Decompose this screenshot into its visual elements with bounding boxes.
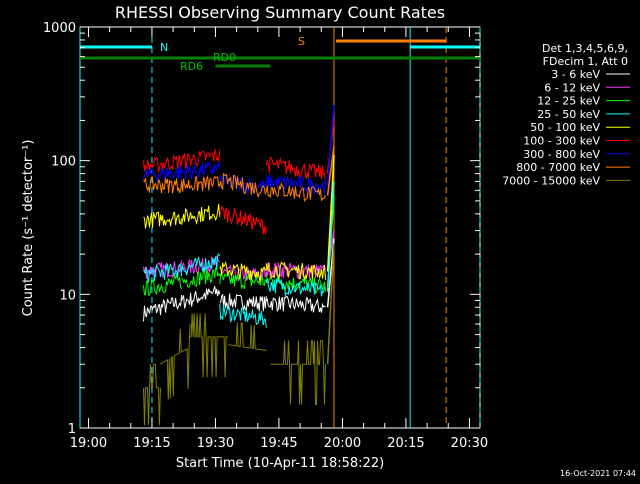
- legend-label-3: 25 - 50 keV: [537, 108, 600, 121]
- y-tick-label-1: 10: [59, 288, 76, 303]
- x-axis-label: Start Time (10-Apr-11 18:58:22): [176, 456, 384, 471]
- series-trace-4: [143, 203, 326, 283]
- legend-label-4: 50 - 100 keV: [530, 121, 600, 134]
- legend: Det 1,3,4,5,6,9,FDecim 1, Att 03 - 6 keV…: [502, 42, 630, 187]
- flag-label-n: N: [160, 41, 168, 54]
- spike-6: [326, 105, 335, 186]
- footer-timestamp: 16-Oct-2021 07:44: [560, 469, 636, 478]
- series-trace-2: [143, 267, 326, 297]
- chart-title: RHESSI Observing Summary Count Rates: [115, 3, 445, 22]
- x-tick-label-5: 20:15: [387, 436, 424, 451]
- legend-header-2: FDecim 1, Att 0: [543, 55, 628, 68]
- y-tick-label-3: 1000: [43, 21, 76, 36]
- spike-7: [326, 145, 335, 196]
- series-trace-3: [143, 253, 326, 328]
- y-tick-label-0: 1: [68, 422, 76, 437]
- y-tick-label-2: 100: [51, 155, 76, 170]
- x-tick-label-1: 19:15: [133, 436, 170, 451]
- plot-frame: [79, 26, 481, 429]
- flag-label-rd0: RD0: [213, 51, 236, 64]
- legend-label-6: 300 - 800 keV: [523, 148, 600, 161]
- legend-label-0: 3 - 6 keV: [551, 68, 600, 81]
- flag-label-rd6: RD6: [180, 60, 203, 73]
- x-tick-label-4: 20:00: [324, 436, 361, 451]
- legend-label-8: 7000 - 15000 keV: [502, 174, 600, 187]
- flag-label-s: S: [298, 35, 305, 48]
- series-trace-5: [143, 147, 326, 235]
- legend-label-5: 100 - 300 keV: [523, 135, 600, 148]
- spike-8: [326, 243, 335, 365]
- spike-3: [326, 181, 335, 292]
- legend-label-2: 12 - 25 keV: [537, 95, 600, 108]
- plot-area: N S RD0 RD6 1 10 100 1000 19:00 19:15 19:30 19:45 20…: [43, 21, 488, 451]
- y-axis-label: Count Rate (s⁻¹ detector⁻¹): [21, 140, 36, 317]
- legend-label-7: 800 - 7000 keV: [516, 161, 600, 174]
- legend-label-1: 6 - 12 keV: [544, 81, 600, 94]
- series-trace-8: [143, 313, 326, 426]
- x-tick-label-2: 19:30: [197, 436, 234, 451]
- series-trace-0: [143, 285, 326, 322]
- x-tick-label-6: 20:30: [451, 436, 488, 451]
- series-trace-7: [143, 172, 326, 203]
- x-tick-label-3: 19:45: [260, 436, 297, 451]
- legend-header-1: Det 1,3,4,5,6,9,: [542, 42, 628, 55]
- spike-4: [326, 155, 335, 272]
- x-tick-label-0: 19:00: [70, 436, 107, 451]
- series-trace-6: [143, 160, 326, 195]
